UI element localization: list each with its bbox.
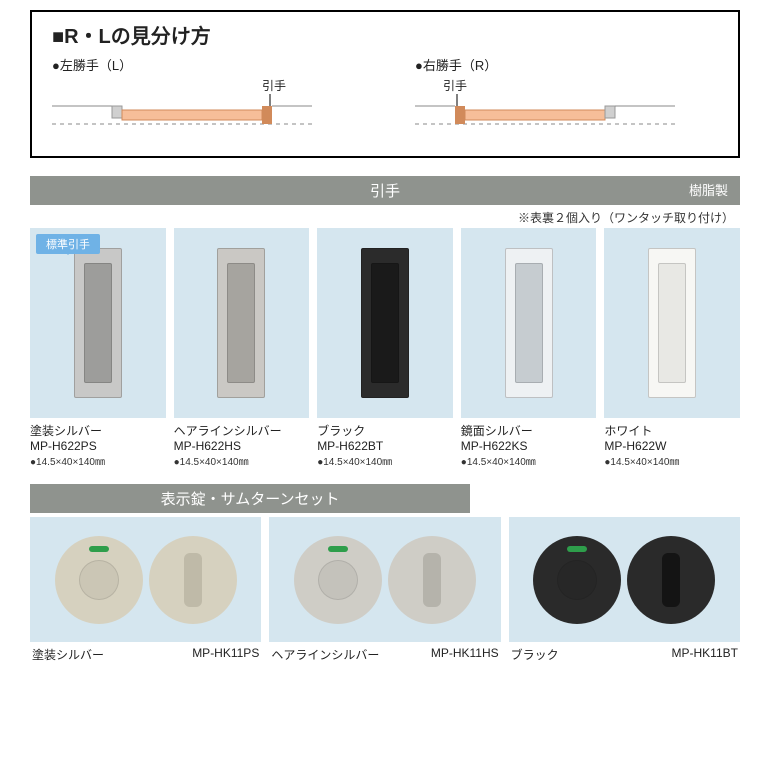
- handle-cell: 標準引手 塗装シルバー MP-H622PS ●14.5×40×140㎜: [30, 228, 166, 468]
- lock-code: MP-HK11HS: [431, 646, 499, 663]
- lock-thumbturn-face: [149, 536, 237, 624]
- handle-cell: 鏡面シルバー MP-H622KS ●14.5×40×140㎜: [461, 228, 597, 468]
- lock-cell: ブラック MP-HK11BT: [509, 517, 740, 663]
- handle-cell: ホワイト MP-H622W ●14.5×40×140㎜: [604, 228, 740, 468]
- handle-note: ※表裏２個入り（ワンタッチ取り付け）: [30, 209, 734, 226]
- lock-cell: 塗装シルバー MP-HK11PS: [30, 517, 261, 663]
- lock-thumbturn: [423, 553, 441, 607]
- handle-inner: [84, 263, 112, 383]
- lock-code: MP-HK11PS: [192, 646, 259, 663]
- lock-grid: 塗装シルバー MP-HK11PS ヘアラインシルバー MP-HK11HS: [30, 517, 740, 663]
- handle-swatch: [461, 228, 597, 418]
- rl-right-col: ●右勝手（R） 引手: [415, 55, 718, 136]
- handle-code: MP-H622HS: [174, 439, 310, 453]
- lock-name: ヘアラインシルバー: [271, 646, 379, 663]
- lock-indicator-icon: [89, 546, 109, 552]
- rl-left-col: ●左勝手（L） 引手: [52, 55, 355, 136]
- handle-inner: [227, 263, 255, 383]
- handle-name: 鏡面シルバー: [461, 422, 597, 439]
- lock-swatch: [30, 517, 261, 642]
- handle-dim: ●14.5×40×140㎜: [461, 453, 597, 468]
- lock-bar: 表示錠・サムターンセット: [30, 484, 470, 513]
- handle-swatch: [317, 228, 453, 418]
- handle-swatch: [174, 228, 310, 418]
- rl-right-diagram: 引手: [415, 76, 675, 136]
- rl-right-label: ●右勝手（R）: [415, 55, 718, 74]
- handle-dim: ●14.5×40×140㎜: [317, 453, 453, 468]
- lock-thumbturn-face: [627, 536, 715, 624]
- lock-thumbturn: [662, 553, 680, 607]
- lock-indicator-icon: [328, 546, 348, 552]
- rl-distinguish-box: ■R・Lの見分け方 ●左勝手（L） 引手 ●右勝手（R） 引手: [30, 10, 740, 158]
- handle-outer: [648, 248, 696, 398]
- lock-thumbturn-face: [388, 536, 476, 624]
- lock-code: MP-HK11BT: [672, 646, 738, 663]
- handle-code: MP-H622KS: [461, 439, 597, 453]
- rl-left-diagram: 引手: [52, 76, 312, 136]
- handle-outer: [361, 248, 409, 398]
- lock-name: ブラック: [511, 646, 559, 663]
- lock-indicator-face: [533, 536, 621, 624]
- lock-swatch: [509, 517, 740, 642]
- handle-swatch: 標準引手: [30, 228, 166, 418]
- rl-left-label: ●左勝手（L）: [52, 55, 355, 74]
- handle-swatch: [604, 228, 740, 418]
- handle-inner: [371, 263, 399, 383]
- rl-left-pull-text: 引手: [262, 79, 286, 93]
- handle-cell: ブラック MP-H622BT ●14.5×40×140㎜: [317, 228, 453, 468]
- handle-name: ホワイト: [604, 422, 740, 439]
- lock-cell: ヘアラインシルバー MP-HK11HS: [269, 517, 500, 663]
- handle-bar-note: 樹脂製: [689, 180, 728, 199]
- lock-name: 塗装シルバー: [32, 646, 104, 663]
- handle-grid: 標準引手 塗装シルバー MP-H622PS ●14.5×40×140㎜ ヘアライ…: [30, 228, 740, 468]
- handle-code: MP-H622W: [604, 439, 740, 453]
- handle-name: ヘアラインシルバー: [174, 422, 310, 439]
- handle-outer: [74, 248, 122, 398]
- handle-outer: [505, 248, 553, 398]
- handle-dim: ●14.5×40×140㎜: [174, 453, 310, 468]
- handle-bar: 引手 樹脂製: [30, 176, 740, 205]
- lock-indicator-icon: [567, 546, 587, 552]
- lock-indicator-face: [294, 536, 382, 624]
- rl-right-pull-text: 引手: [443, 79, 467, 93]
- lock-thumbturn: [184, 553, 202, 607]
- lock-indicator-face: [55, 536, 143, 624]
- handle-name: ブラック: [317, 422, 453, 439]
- handle-outer: [217, 248, 265, 398]
- handle-cell: ヘアラインシルバー MP-H622HS ●14.5×40×140㎜: [174, 228, 310, 468]
- handle-dim: ●14.5×40×140㎜: [604, 453, 740, 468]
- handle-bar-title: 引手: [370, 183, 400, 200]
- lock-bar-title: 表示錠・サムターンセット: [161, 491, 340, 508]
- handle-inner: [658, 263, 686, 383]
- standard-badge: 標準引手: [36, 234, 100, 254]
- handle-name: 塗装シルバー: [30, 422, 166, 439]
- lock-swatch: [269, 517, 500, 642]
- handle-inner: [515, 263, 543, 383]
- handle-code: MP-H622BT: [317, 439, 453, 453]
- rl-title: ■R・Lの見分け方: [52, 20, 718, 49]
- handle-dim: ●14.5×40×140㎜: [30, 453, 166, 468]
- handle-code: MP-H622PS: [30, 439, 166, 453]
